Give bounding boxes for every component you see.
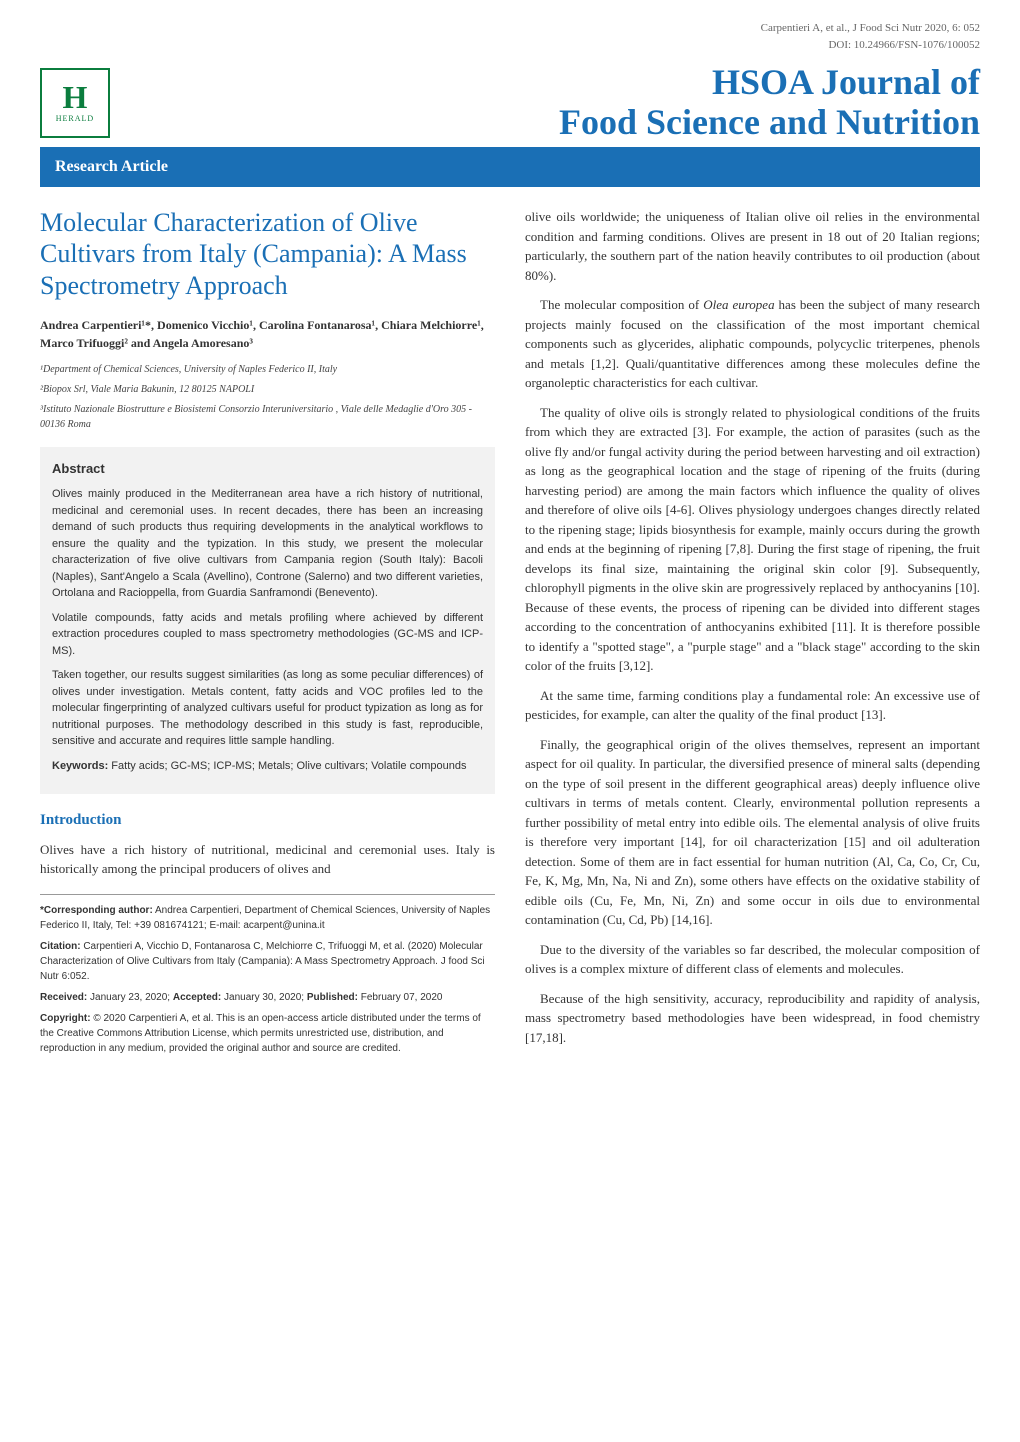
journal-banner: H HERALD HSOA Journal of Food Science an… — [40, 63, 980, 142]
col2-paragraph-7: Because of the high sensitivity, accurac… — [525, 989, 980, 1048]
abstract-paragraph-2: Volatile compounds, fatty acids and meta… — [52, 610, 483, 660]
col2-paragraph-1: olive oils worldwide; the uniqueness of … — [525, 207, 980, 285]
species-name: Olea europea — [703, 297, 774, 312]
col2-paragraph-4: At the same time, farming conditions pla… — [525, 686, 980, 725]
keywords: Keywords: Fatty acids; GC-MS; ICP-MS; Me… — [52, 758, 483, 775]
journal-title-line1: HSOA Journal of — [125, 63, 980, 103]
abstract-paragraph-3: Taken together, our results suggest simi… — [52, 667, 483, 750]
introduction-heading: Introduction — [40, 809, 495, 832]
article-title: Molecular Characterization of Olive Cult… — [40, 207, 495, 301]
research-article-banner: Research Article — [40, 147, 980, 187]
affiliation-2: ²Biopox Srl, Viale Maria Bakunin, 12 801… — [40, 382, 495, 397]
accepted-date: January 30, 2020; — [221, 992, 307, 1003]
authors-list: Andrea Carpentieri¹*, Domenico Vicchio¹,… — [40, 316, 495, 352]
dates-footer: Received: January 23, 2020; Accepted: Ja… — [40, 990, 495, 1005]
logo-letter: H — [63, 81, 88, 113]
affiliation-1: ¹Department of Chemical Sciences, Univer… — [40, 362, 495, 377]
citation-label: Citation: — [40, 941, 81, 952]
herald-logo: H HERALD — [40, 68, 110, 138]
right-column: olive oils worldwide; the uniqueness of … — [525, 207, 980, 1062]
citation-line-1: Carpentieri A, et al., J Food Sci Nutr 2… — [40, 20, 980, 37]
header-metadata: Carpentieri A, et al., J Food Sci Nutr 2… — [40, 20, 980, 53]
received-date: January 23, 2020; — [87, 992, 173, 1003]
copyright-label: Copyright: — [40, 1013, 91, 1024]
published-label: Published: — [307, 992, 358, 1003]
abstract-box: Abstract Olives mainly produced in the M… — [40, 447, 495, 795]
col2-p2-a: The molecular composition of — [540, 297, 703, 312]
received-label: Received: — [40, 992, 87, 1003]
published-date: February 07, 2020 — [358, 992, 443, 1003]
col2-paragraph-2: The molecular composition of Olea europe… — [525, 295, 980, 393]
keywords-label: Keywords: — [52, 760, 108, 772]
left-column: Molecular Characterization of Olive Cult… — [40, 207, 495, 1062]
two-column-content: Molecular Characterization of Olive Cult… — [40, 207, 980, 1062]
corresponding-author: *Corresponding author: Andrea Carpentier… — [40, 903, 495, 933]
citation-footer: Citation: Carpentieri A, Vicchio D, Font… — [40, 939, 495, 984]
copyright-footer: Copyright: © 2020 Carpentieri A, et al. … — [40, 1011, 495, 1056]
col2-paragraph-3: The quality of olive oils is strongly re… — [525, 403, 980, 676]
citation-text: Carpentieri A, Vicchio D, Fontanarosa C,… — [40, 941, 485, 982]
journal-title-line2: Food Science and Nutrition — [125, 103, 980, 143]
col2-paragraph-6: Due to the diversity of the variables so… — [525, 940, 980, 979]
journal-title: HSOA Journal of Food Science and Nutriti… — [125, 63, 980, 142]
affiliation-3: ³Istituto Nazionale Biostrutture e Biosi… — [40, 402, 495, 432]
corresponding-label: *Corresponding author: — [40, 905, 153, 916]
citation-line-2: DOI: 10.24966/FSN-1076/100052 — [40, 37, 980, 54]
intro-paragraph-1: Olives have a rich history of nutritiona… — [40, 840, 495, 879]
abstract-paragraph-1: Olives mainly produced in the Mediterran… — [52, 486, 483, 602]
col2-paragraph-5: Finally, the geographical origin of the … — [525, 735, 980, 930]
article-footer: *Corresponding author: Andrea Carpentier… — [40, 894, 495, 1056]
logo-brand: HERALD — [56, 113, 94, 125]
keywords-text: Fatty acids; GC-MS; ICP-MS; Metals; Oliv… — [108, 760, 466, 772]
accepted-label: Accepted: — [173, 992, 221, 1003]
abstract-heading: Abstract — [52, 459, 483, 479]
copyright-text: © 2020 Carpentieri A, et al. This is an … — [40, 1013, 481, 1054]
